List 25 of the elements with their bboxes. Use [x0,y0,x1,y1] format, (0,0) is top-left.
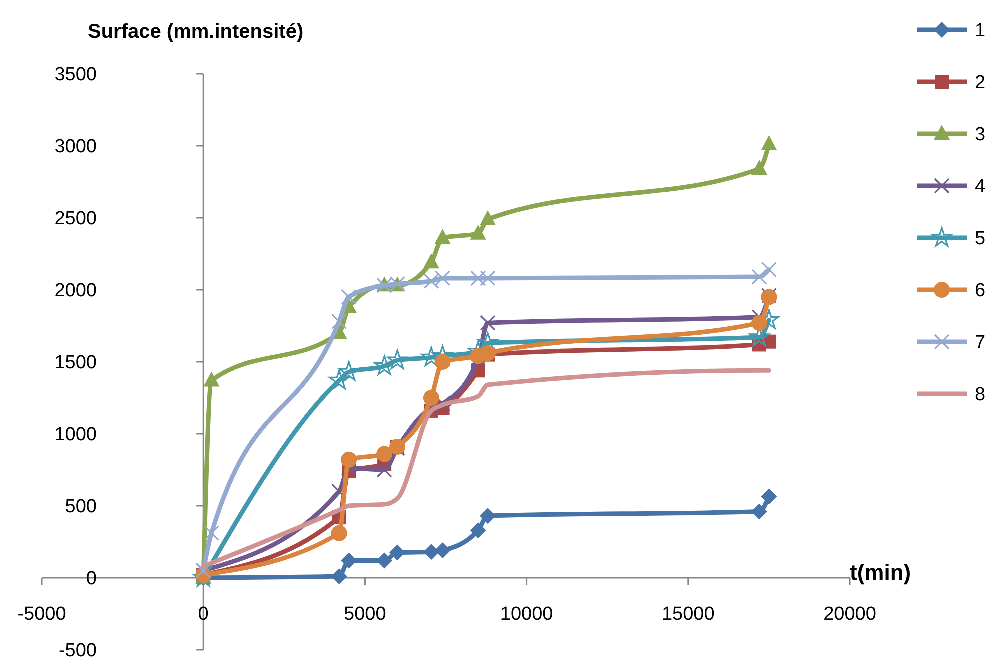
y-tick-label: 3500 [54,64,97,86]
legend-label: 1 [975,20,986,42]
legend-label: 2 [975,72,986,94]
legend-label: 5 [975,228,986,250]
y-tick-label: 3000 [54,136,97,158]
x-tick-label: 10000 [500,604,554,625]
legend-label: 6 [975,280,986,302]
legend-label: 3 [975,124,986,146]
x-tick-label: 0 [198,604,209,625]
x-tick-label: 5000 [344,604,386,625]
y-tick-label: 2500 [54,208,97,230]
x-tick-label: 20000 [824,604,876,625]
x-tick-label: -5000 [18,604,66,625]
y-tick-label: 2000 [54,280,97,302]
y-tick-label: 500 [65,496,97,518]
y-tick-label: 1500 [54,352,97,374]
legend-label: 7 [975,332,986,354]
y-tick-label: 1000 [54,424,97,446]
x-tick-label: 15000 [662,604,715,625]
y-tick-label: -500 [58,640,97,662]
y-axis-title: Surface (mm.intensité) [88,21,304,43]
legend-label: 4 [975,176,986,198]
legend-label: 8 [975,384,986,406]
y-tick-label: 0 [86,568,97,590]
x-axis-title: t(min) [850,560,912,585]
